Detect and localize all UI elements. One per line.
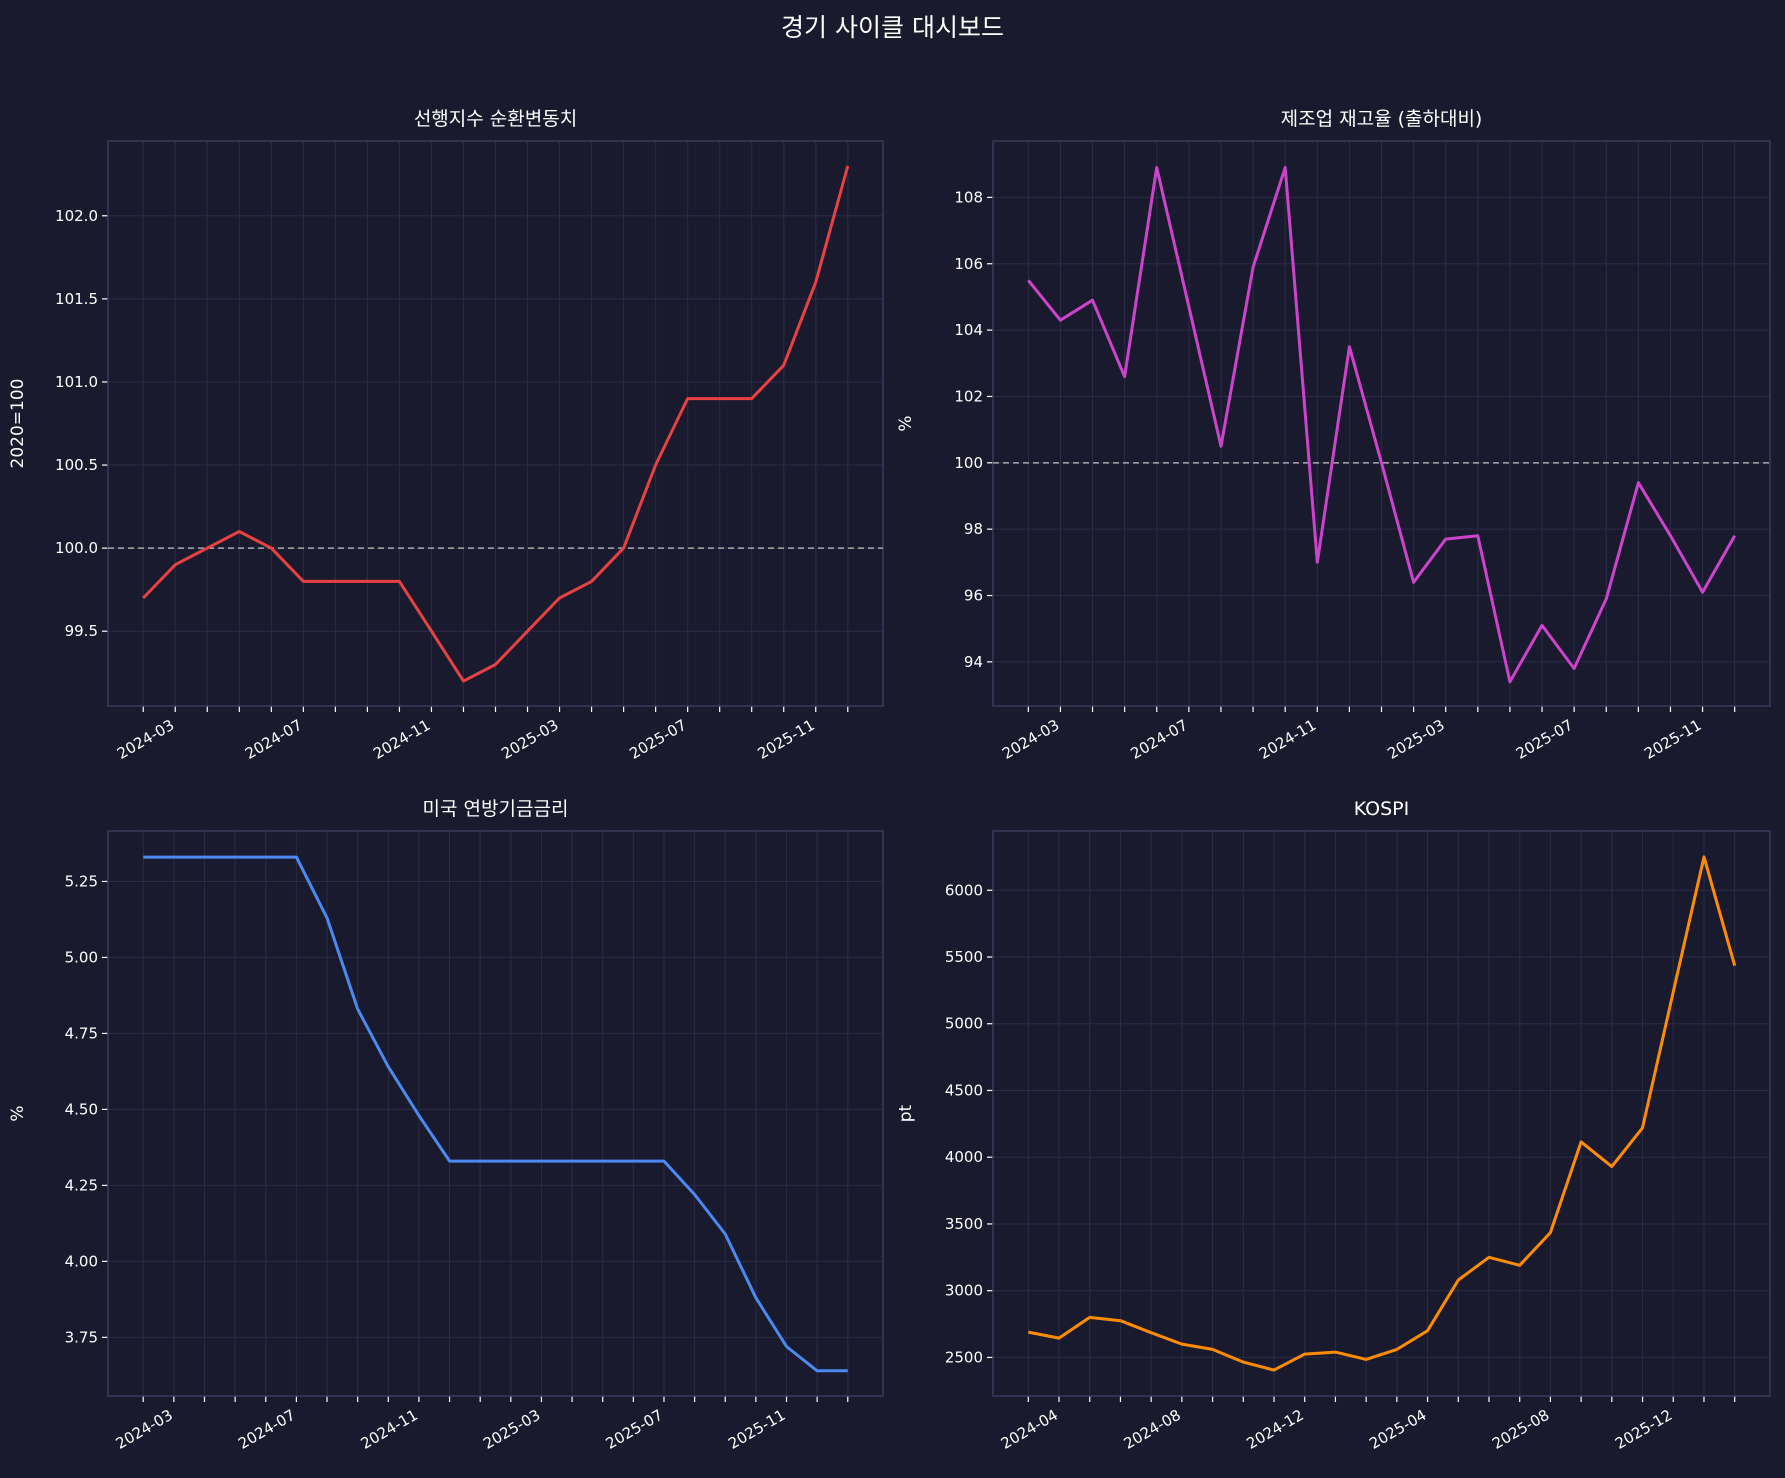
chart-panel: 2024-03 2024-07 2024-11 2025-03 2025-07 2025-… xyxy=(896,108,1771,763)
y-tick-label: 99.5 xyxy=(65,622,98,640)
chart-title: 미국 연방기금금리 xyxy=(423,798,569,820)
y-tick-label: 4000 xyxy=(945,1148,983,1166)
x-tick-label: 2024-07 xyxy=(235,1406,298,1453)
x-tick-label: 2024-07 xyxy=(242,716,305,763)
y-tick-label: 5000 xyxy=(945,1015,983,1033)
dashboard-title: 경기 사이클 대시보드 xyxy=(781,13,1004,42)
y-tick-label: 108 xyxy=(954,188,983,206)
x-tick-label: 2025-11 xyxy=(754,716,817,763)
axes-frame xyxy=(992,830,1771,1397)
x-tick-label: 2024-08 xyxy=(1121,1406,1184,1453)
chart-title: 선행지수 순환변동치 xyxy=(414,108,577,130)
y-tick-label: 2500 xyxy=(945,1348,983,1366)
x-tick-label: 2024-03 xyxy=(999,716,1062,763)
x-tick-label: 2024-04 xyxy=(998,1406,1061,1453)
y-tick-label: 98 xyxy=(964,520,983,538)
x-tick-label: 2025-07 xyxy=(603,1406,666,1453)
y-axis-label: % xyxy=(8,1105,28,1121)
x-tick-label: 2025-07 xyxy=(626,716,689,763)
x-tick-label: 2025-11 xyxy=(1641,716,1704,763)
y-tick-label: 100 xyxy=(954,454,983,472)
axes-frame xyxy=(992,140,1771,707)
plot-area xyxy=(993,831,1770,1396)
y-tick-label: 3500 xyxy=(945,1215,983,1233)
x-tick-label: 2024-11 xyxy=(370,716,433,763)
y-tick-label: 94 xyxy=(964,653,983,671)
y-axis-label: 2020=100 xyxy=(8,379,28,469)
y-tick-label: 104 xyxy=(954,321,983,339)
chart-panel: 2024-03 2024-07 2024-11 2025-03 2025-07 2025-… xyxy=(8,798,884,1453)
plot-area xyxy=(108,831,883,1396)
axes-frame xyxy=(107,830,884,1397)
y-tick-label: 4.75 xyxy=(65,1024,98,1042)
y-tick-label: 6000 xyxy=(945,881,983,899)
y-tick-label: 3.75 xyxy=(65,1328,98,1346)
x-tick-label: 2024-03 xyxy=(113,1406,176,1453)
y-tick-label: 4.00 xyxy=(65,1252,98,1270)
y-tick-label: 5.00 xyxy=(65,948,98,966)
x-tick-label: 2024-11 xyxy=(358,1406,421,1453)
y-tick-label: 101.5 xyxy=(55,290,98,308)
y-tick-label: 100.0 xyxy=(55,539,98,557)
y-tick-label: 5.25 xyxy=(65,872,98,890)
x-tick-label: 2025-07 xyxy=(1513,716,1576,763)
y-axis-label: pt xyxy=(896,1104,916,1122)
x-tick-label: 2025-03 xyxy=(480,1406,543,1453)
chart-panel: 2024-04 2024-08 2024-12 2025-04 2025-08 2025-… xyxy=(896,798,1771,1453)
y-axis-label: % xyxy=(896,415,916,431)
y-tick-label: 106 xyxy=(954,255,983,273)
y-tick-label: 5500 xyxy=(945,948,983,966)
y-tick-label: 3000 xyxy=(945,1282,983,1300)
y-tick-label: 96 xyxy=(964,587,983,605)
x-tick-label: 2025-12 xyxy=(1612,1406,1675,1453)
x-tick-label: 2025-08 xyxy=(1489,1406,1552,1453)
y-tick-label: 100.5 xyxy=(55,456,98,474)
y-tick-label: 102.0 xyxy=(55,207,98,225)
chart-title: 제조업 재고율 (출하대비) xyxy=(1281,108,1483,130)
y-tick-label: 101.0 xyxy=(55,373,98,391)
x-tick-label: 2025-04 xyxy=(1366,1406,1429,1453)
x-tick-label: 2024-07 xyxy=(1128,716,1191,763)
x-tick-label: 2025-03 xyxy=(498,716,561,763)
chart-title: KOSPI xyxy=(1354,798,1410,820)
y-tick-label: 4.25 xyxy=(65,1176,98,1194)
axes-frame xyxy=(107,140,884,707)
series-line xyxy=(1028,855,1737,1372)
y-tick-label: 102 xyxy=(954,387,983,405)
x-tick-label: 2024-11 xyxy=(1256,716,1319,763)
x-tick-label: 2025-11 xyxy=(725,1406,788,1453)
series-line xyxy=(143,855,848,1373)
x-tick-label: 2024-12 xyxy=(1243,1406,1306,1453)
x-tick-label: 2025-03 xyxy=(1384,716,1447,763)
x-tick-label: 2024-03 xyxy=(114,716,177,763)
y-tick-label: 4.50 xyxy=(65,1100,98,1118)
y-tick-label: 4500 xyxy=(945,1081,983,1099)
chart-panel: 2024-03 2024-07 2024-11 2025-03 2025-07 2025-… xyxy=(8,108,884,763)
